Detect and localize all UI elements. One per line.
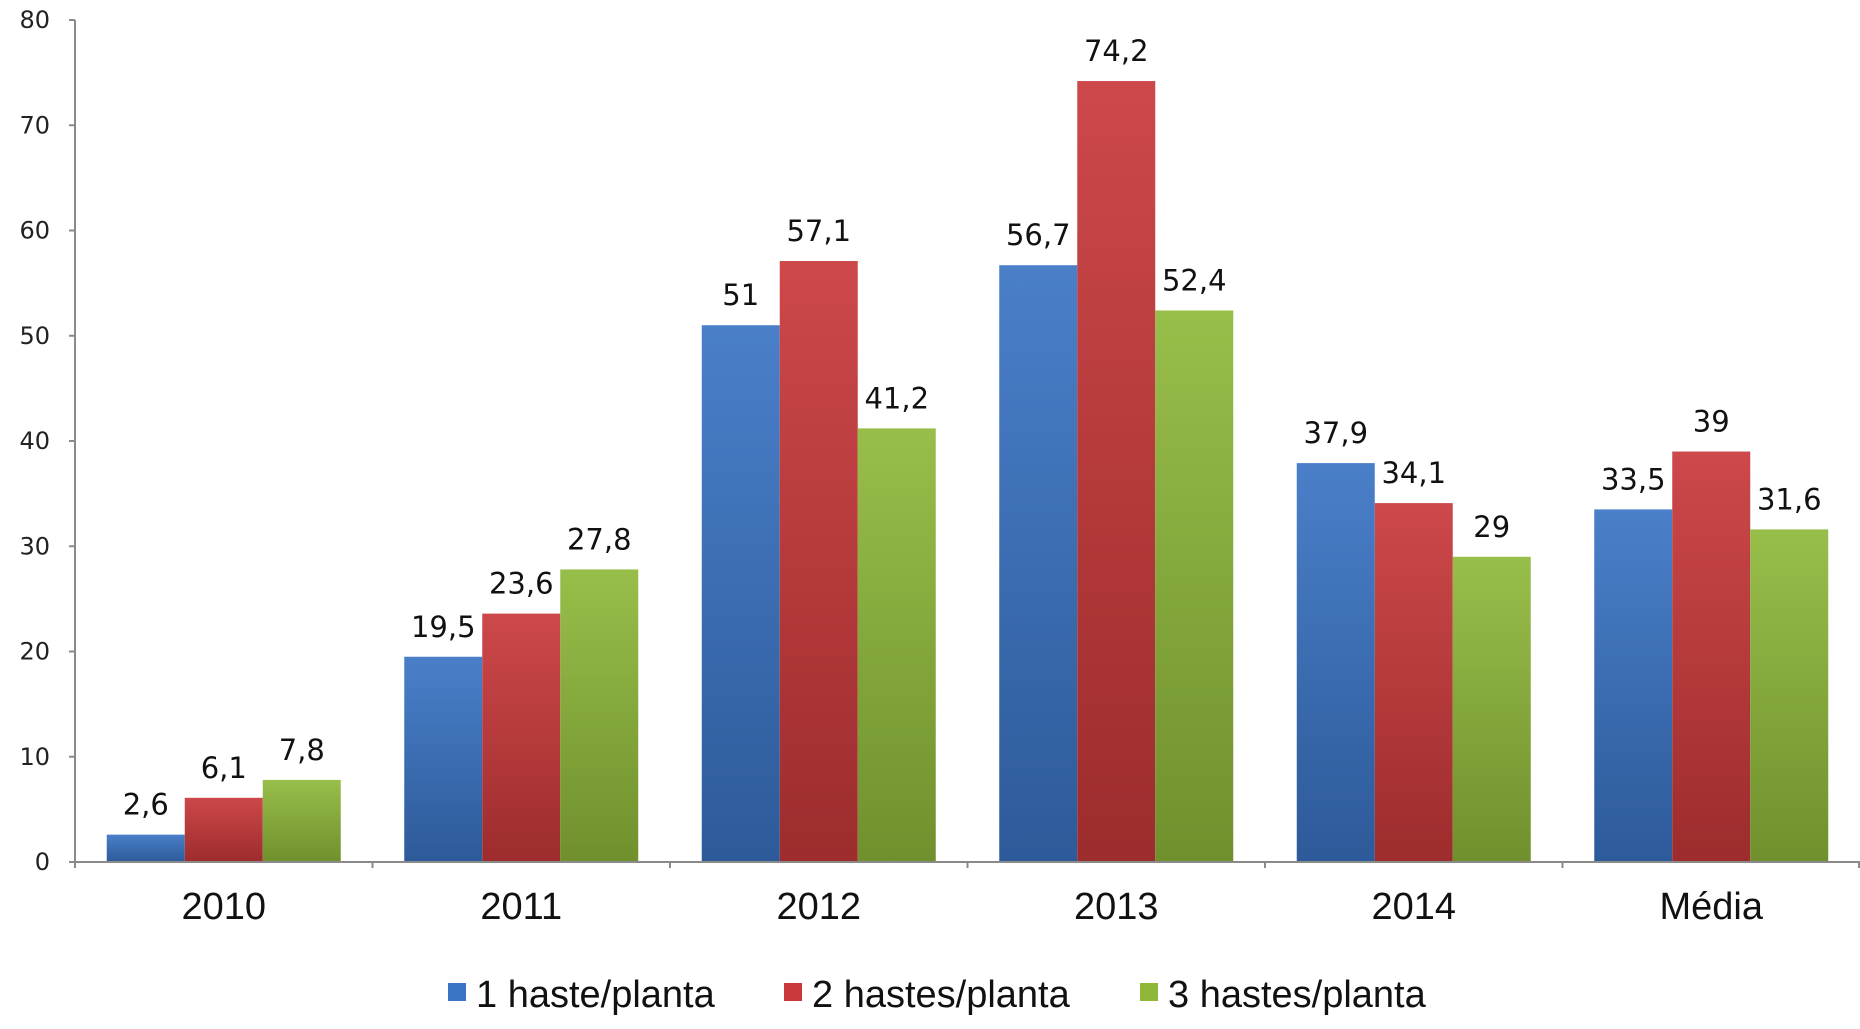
bar-1-haste-planta-2013 xyxy=(999,265,1078,862)
legend-label: 3 hastes/planta xyxy=(1168,974,1427,1016)
bar-1-haste-planta-média xyxy=(1594,509,1673,862)
y-tick-label: 20 xyxy=(19,638,50,666)
data-label: 57,1 xyxy=(786,214,851,248)
bar-2-hastes-planta-2013 xyxy=(1077,81,1156,863)
legend: 1 haste/planta 2 hastes/planta 3 hastes/pl… xyxy=(448,974,1427,1016)
y-tick-label: 30 xyxy=(19,532,50,560)
bar-3-hastes-planta-2011 xyxy=(560,569,639,862)
bar-2-hastes-planta-2010 xyxy=(184,797,263,862)
x-tick-label: 2010 xyxy=(181,886,266,928)
data-labels-group: 2,6 6,1 7,8 19,5 23,6 27,8 51 57,1 41,2 56,7 74,2 5… xyxy=(123,34,1822,822)
legend-swatch xyxy=(448,983,466,1001)
data-label: 51 xyxy=(722,278,759,312)
legend-label: 1 haste/planta xyxy=(476,974,716,1016)
bar-2-hastes-planta-2012 xyxy=(779,261,858,863)
legend-swatch xyxy=(784,983,802,1001)
y-axis: 0 10 20 30 40 50 60 70 80 xyxy=(19,6,76,876)
data-label: 74,2 xyxy=(1084,34,1149,68)
data-label: 41,2 xyxy=(864,381,929,415)
data-label: 7,8 xyxy=(279,733,325,767)
bar-3-hastes-planta-2012 xyxy=(857,428,936,862)
bar-2-hastes-planta-2011 xyxy=(482,613,561,862)
data-label: 29 xyxy=(1473,510,1510,544)
data-label: 6,1 xyxy=(201,751,247,785)
x-axis: 2010 2011 2012 2013 2014 Média xyxy=(74,861,1860,928)
y-tick-label: 40 xyxy=(19,427,50,455)
y-tick-label: 60 xyxy=(19,217,50,245)
data-label: 2,6 xyxy=(123,788,169,822)
bar-1-haste-planta-2014 xyxy=(1296,463,1375,862)
data-label: 23,6 xyxy=(489,567,554,601)
bar-1-haste-planta-2010 xyxy=(106,834,185,862)
bar-2-hastes-planta-média xyxy=(1672,451,1751,862)
y-tick-label: 70 xyxy=(19,111,50,139)
data-label: 31,6 xyxy=(1757,482,1822,516)
x-tick-label: 2012 xyxy=(776,886,861,928)
data-label: 39 xyxy=(1693,405,1730,439)
bar-2-hastes-planta-2014 xyxy=(1374,503,1453,862)
data-label: 56,7 xyxy=(1006,218,1071,252)
bar-1-haste-planta-2011 xyxy=(404,656,483,862)
data-label: 34,1 xyxy=(1381,456,1446,490)
bar-3-hastes-planta-2013 xyxy=(1155,310,1234,862)
x-tick-label: 2013 xyxy=(1074,886,1159,928)
y-tick-label: 0 xyxy=(35,848,50,876)
legend-label: 2 hastes/planta xyxy=(812,974,1071,1016)
bar-3-hastes-planta-2010 xyxy=(262,779,341,862)
y-tick-label: 50 xyxy=(19,322,50,350)
data-label: 37,9 xyxy=(1303,416,1368,450)
data-label: 52,4 xyxy=(1162,263,1227,297)
x-tick-label: 2011 xyxy=(480,886,562,928)
bars-group xyxy=(106,81,1829,863)
data-label: 27,8 xyxy=(567,522,632,556)
y-tick-label: 80 xyxy=(19,6,50,34)
bar-3-hastes-planta-2014 xyxy=(1452,556,1531,862)
bar-1-haste-planta-2012 xyxy=(701,325,780,863)
x-tick-label: Média xyxy=(1660,886,1764,928)
legend-swatch xyxy=(1140,983,1158,1001)
data-label: 33,5 xyxy=(1601,462,1666,496)
y-tick-label: 10 xyxy=(19,743,50,771)
bar-3-hastes-planta-média xyxy=(1750,529,1829,862)
x-tick-label: 2014 xyxy=(1371,886,1456,928)
data-label: 19,5 xyxy=(411,610,476,644)
